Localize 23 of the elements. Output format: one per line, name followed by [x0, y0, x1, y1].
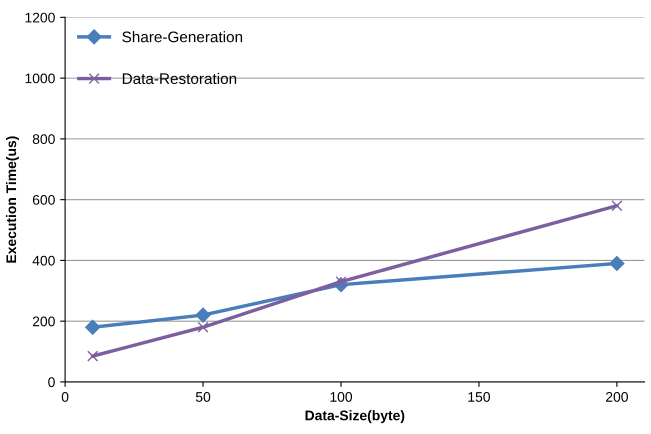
x-axis-title: Data-Size(byte)	[306, 410, 404, 424]
point	[197, 322, 209, 333]
legend-label: Share-Generation	[122, 31, 242, 42]
y-tick-label: 400	[32, 256, 55, 266]
y-tick-label: 1200	[26, 12, 55, 23]
legend-label: Data-Restoration	[122, 72, 236, 84]
point	[611, 200, 622, 212]
point	[87, 350, 98, 362]
x-tick-label: 100	[330, 392, 352, 402]
y-tick-label: 800	[32, 134, 55, 144]
point	[609, 256, 624, 272]
y-tick-label: 600	[32, 194, 55, 205]
x-tick-label: 150	[468, 392, 490, 402]
point	[335, 276, 347, 288]
point	[85, 320, 100, 335]
x-tick-label: 200	[606, 392, 628, 402]
x-tick-label: 50	[196, 392, 210, 402]
y-tick-label: 0	[48, 377, 55, 388]
y-axis-title: Execution Time(us)	[6, 136, 19, 263]
y-tick-label: 1000	[26, 73, 55, 84]
point	[195, 308, 211, 323]
x-tick-label: 0	[62, 392, 68, 402]
y-tick-label: 200	[32, 316, 55, 326]
